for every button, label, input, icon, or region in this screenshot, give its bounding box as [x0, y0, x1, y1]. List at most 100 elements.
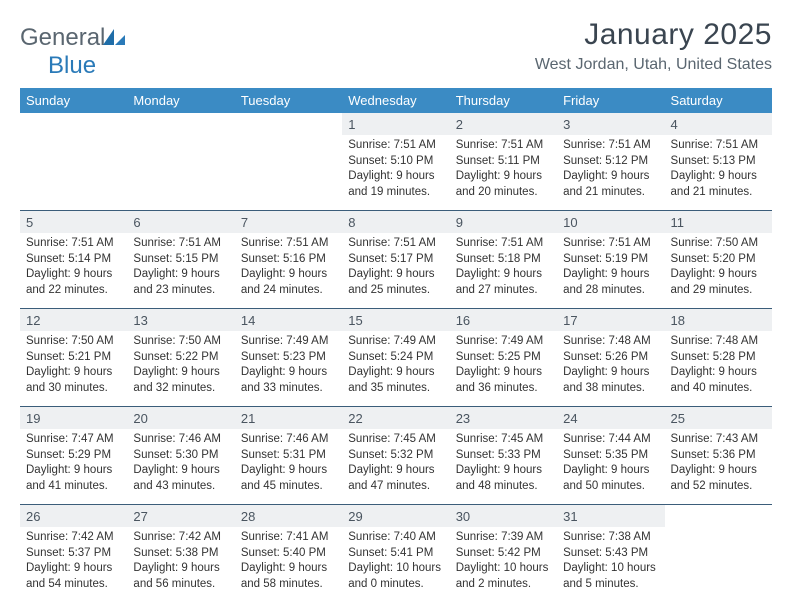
- logo-text: GeneralBlue: [20, 24, 125, 80]
- daynum-row: 1234: [20, 113, 772, 135]
- day-number-cell: 15: [342, 309, 449, 331]
- detail-row: Sunrise: 7:51 AM Sunset: 5:10 PMDaylight:…: [20, 135, 772, 210]
- sunset-text: Sunset: 5:38 PM: [133, 546, 228, 562]
- sunrise-text: Sunrise: 7:45 AM: [456, 432, 551, 448]
- dow-wednesday: Wednesday: [342, 88, 449, 113]
- day-number-cell: [20, 113, 127, 135]
- sunrise-text: Sunrise: 7:49 AM: [348, 334, 443, 350]
- sunrise-text: Sunrise: 7:48 AM: [671, 334, 766, 350]
- detail-row: Sunrise: 7:51 AMSunset: 5:14 PMDaylight:…: [20, 233, 772, 308]
- detail-row: Sunrise: 7:47 AMSunset: 5:29 PMDaylight:…: [20, 429, 772, 504]
- daylight-text-2: and 43 minutes.: [133, 479, 228, 495]
- daynum-row: 262728293031: [20, 505, 772, 527]
- daylight-text-1: Daylight: 9 hours: [26, 463, 121, 479]
- day-number-cell: 7: [235, 211, 342, 233]
- day-detail-cell: Sunrise: 7:38 AMSunset: 5:43 PMDaylight:…: [557, 527, 664, 602]
- sunrise-text: Sunrise: 7:50 AM: [26, 334, 121, 350]
- sunset-text: Sunset: 5:15 PM: [133, 252, 228, 268]
- sunrise-text: Sunrise: 7:39 AM: [456, 530, 551, 546]
- logo-text-b: Blue: [48, 52, 96, 79]
- daylight-text-2: and 30 minutes.: [26, 381, 121, 397]
- daylight-text-2: and 35 minutes.: [348, 381, 443, 397]
- dow-saturday: Saturday: [665, 88, 772, 113]
- daylight-text-2: and 45 minutes.: [241, 479, 336, 495]
- sunrise-text: Sunrise: 7:49 AM: [456, 334, 551, 350]
- sunrise-text: Sunrise: 7:51 AM: [671, 138, 766, 154]
- sunset-text: Sunset: 5:11 PM: [456, 154, 551, 170]
- sunset-text: Sunset: 5:22 PM: [133, 350, 228, 366]
- day-detail-cell: Sunrise: 7:46 AMSunset: 5:31 PMDaylight:…: [235, 429, 342, 504]
- sunset-text: Sunset: 5:26 PM: [563, 350, 658, 366]
- daylight-text-1: Daylight: 9 hours: [456, 463, 551, 479]
- day-detail-cell: Sunrise: 7:40 AMSunset: 5:41 PMDaylight:…: [342, 527, 449, 602]
- daynum-row: 567891011: [20, 211, 772, 233]
- sunset-text: Sunset: 5:28 PM: [671, 350, 766, 366]
- day-detail-cell: [665, 527, 772, 602]
- day-detail-cell: Sunrise: 7:51 AMSunset: 5:18 PMDaylight:…: [450, 233, 557, 308]
- daylight-text-2: and 27 minutes.: [456, 283, 551, 299]
- daylight-text-1: Daylight: 9 hours: [348, 169, 443, 185]
- daylight-text-1: Daylight: 10 hours: [456, 561, 551, 577]
- sunset-text: Sunset: 5:32 PM: [348, 448, 443, 464]
- day-number-cell: 17: [557, 309, 664, 331]
- day-number-cell: [235, 113, 342, 135]
- daylight-text-1: Daylight: 9 hours: [563, 463, 658, 479]
- daylight-text-1: Daylight: 9 hours: [241, 365, 336, 381]
- daylight-text-2: and 48 minutes.: [456, 479, 551, 495]
- daylight-text-2: and 21 minutes.: [563, 185, 658, 201]
- daylight-text-1: Daylight: 9 hours: [241, 267, 336, 283]
- day-number-cell: 21: [235, 407, 342, 429]
- day-detail-cell: Sunrise: 7:48 AMSunset: 5:28 PMDaylight:…: [665, 331, 772, 406]
- day-number-cell: 25: [665, 407, 772, 429]
- daylight-text-1: Daylight: 9 hours: [133, 463, 228, 479]
- daylight-text-2: and 25 minutes.: [348, 283, 443, 299]
- daylight-text-1: Daylight: 9 hours: [563, 267, 658, 283]
- day-number-cell: 23: [450, 407, 557, 429]
- daylight-text-2: and 52 minutes.: [671, 479, 766, 495]
- day-detail-cell: Sunrise: 7:42 AMSunset: 5:38 PMDaylight:…: [127, 527, 234, 602]
- daylight-text-2: and 33 minutes.: [241, 381, 336, 397]
- sunrise-text: Sunrise: 7:51 AM: [563, 236, 658, 252]
- daylight-text-1: Daylight: 9 hours: [563, 365, 658, 381]
- daylight-text-1: Daylight: 9 hours: [456, 365, 551, 381]
- day-detail-cell: Sunrise: 7:41 AMSunset: 5:40 PMDaylight:…: [235, 527, 342, 602]
- daylight-text-2: and 40 minutes.: [671, 381, 766, 397]
- sunset-text: Sunset: 5:12 PM: [563, 154, 658, 170]
- daylight-text-1: Daylight: 9 hours: [671, 463, 766, 479]
- day-detail-cell: Sunrise: 7:50 AMSunset: 5:21 PMDaylight:…: [20, 331, 127, 406]
- day-detail-cell: Sunrise: 7:47 AMSunset: 5:29 PMDaylight:…: [20, 429, 127, 504]
- dow-thursday: Thursday: [450, 88, 557, 113]
- day-number-cell: 10: [557, 211, 664, 233]
- sunset-text: Sunset: 5:20 PM: [671, 252, 766, 268]
- sunrise-text: Sunrise: 7:46 AM: [241, 432, 336, 448]
- daylight-text-2: and 5 minutes.: [563, 577, 658, 593]
- daylight-text-1: Daylight: 10 hours: [563, 561, 658, 577]
- sunset-text: Sunset: 5:10 PM: [348, 154, 443, 170]
- sunrise-text: Sunrise: 7:51 AM: [456, 236, 551, 252]
- day-detail-cell: Sunrise: 7:51 AMSunset: 5:15 PMDaylight:…: [127, 233, 234, 308]
- sunset-text: Sunset: 5:21 PM: [26, 350, 121, 366]
- day-number-cell: 19: [20, 407, 127, 429]
- daylight-text-2: and 21 minutes.: [671, 185, 766, 201]
- sunset-text: Sunset: 5:35 PM: [563, 448, 658, 464]
- daylight-text-2: and 41 minutes.: [26, 479, 121, 495]
- sunset-text: Sunset: 5:18 PM: [456, 252, 551, 268]
- sunrise-text: Sunrise: 7:51 AM: [241, 236, 336, 252]
- header: GeneralBlue January 2025 West Jordan, Ut…: [20, 18, 772, 80]
- day-number-cell: 13: [127, 309, 234, 331]
- day-number-cell: 3: [557, 113, 664, 135]
- day-detail-cell: Sunrise: 7:48 AMSunset: 5:26 PMDaylight:…: [557, 331, 664, 406]
- sunrise-text: Sunrise: 7:51 AM: [456, 138, 551, 154]
- sunrise-text: Sunrise: 7:48 AM: [563, 334, 658, 350]
- day-number-cell: 18: [665, 309, 772, 331]
- day-number-cell: 5: [20, 211, 127, 233]
- sunset-text: Sunset: 5:40 PM: [241, 546, 336, 562]
- day-number-cell: 27: [127, 505, 234, 527]
- sunset-text: Sunset: 5:37 PM: [26, 546, 121, 562]
- logo-text-a: General: [20, 24, 105, 51]
- day-number-cell: 9: [450, 211, 557, 233]
- detail-row: Sunrise: 7:42 AMSunset: 5:37 PMDaylight:…: [20, 527, 772, 602]
- day-detail-cell: Sunrise: 7:45 AMSunset: 5:32 PMDaylight:…: [342, 429, 449, 504]
- day-detail-cell: Sunrise: 7:49 AMSunset: 5:24 PMDaylight:…: [342, 331, 449, 406]
- sunset-text: Sunset: 5:30 PM: [133, 448, 228, 464]
